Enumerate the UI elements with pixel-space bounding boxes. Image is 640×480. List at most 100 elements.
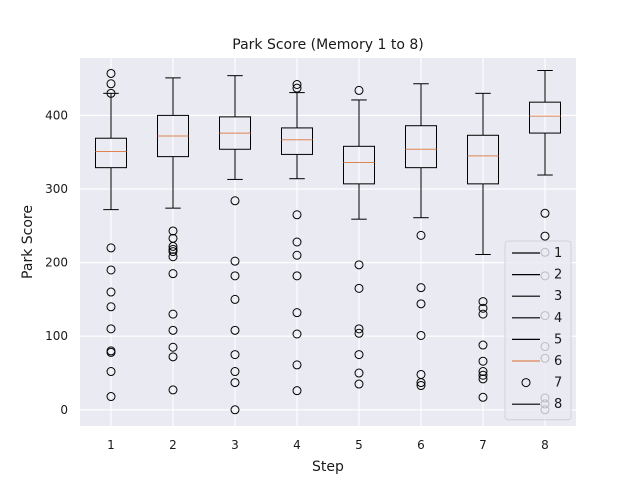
outlier-point xyxy=(230,294,240,304)
outlier-point xyxy=(478,367,488,377)
box-2 xyxy=(157,77,189,395)
legend-label: 4 xyxy=(554,311,562,326)
outlier-point xyxy=(106,287,116,297)
outlier-point xyxy=(230,367,240,377)
legend-entry-2: 2 xyxy=(512,268,562,283)
outlier-point xyxy=(106,79,116,89)
legend-label: 1 xyxy=(554,246,562,261)
outlier-point xyxy=(416,381,426,391)
legend-entry-7: 7 xyxy=(521,376,562,391)
outlier-point xyxy=(416,378,426,388)
outlier-point xyxy=(106,367,116,377)
outlier-point xyxy=(168,226,178,236)
outlier-point xyxy=(416,283,426,293)
outlier-point xyxy=(106,68,116,78)
x-tick-label: 5 xyxy=(355,438,363,452)
outlier-point xyxy=(292,360,302,370)
outlier-point xyxy=(354,368,364,378)
outlier-point xyxy=(106,265,116,275)
legend-label: 3 xyxy=(554,289,562,304)
outlier-point xyxy=(478,392,488,402)
boxes xyxy=(95,68,561,415)
outlier-point xyxy=(478,297,488,307)
y-tick-label: 400 xyxy=(45,108,68,122)
outlier-point xyxy=(168,252,178,262)
outlier-point xyxy=(416,230,426,240)
outlier-point xyxy=(168,342,178,352)
y-tick-label: 300 xyxy=(45,182,68,196)
outlier-point xyxy=(106,347,116,357)
outlier-point xyxy=(292,237,302,247)
chart-title: Park Score (Memory 1 to 8) xyxy=(232,37,423,53)
outlier-point xyxy=(168,325,178,335)
outlier-point xyxy=(540,208,550,218)
box-body xyxy=(95,137,127,169)
legend-label: 2 xyxy=(554,268,562,283)
outlier-point xyxy=(230,350,240,360)
x-tick-label: 4 xyxy=(293,438,301,452)
x-tick-label: 3 xyxy=(231,438,239,452)
legend-label: 7 xyxy=(554,376,562,391)
legend-entry-1: 1 xyxy=(512,246,562,261)
outlier-point xyxy=(292,329,302,339)
y-axis-label: Park Score xyxy=(20,205,36,279)
outlier-point xyxy=(168,269,178,279)
legend-marker xyxy=(521,378,531,388)
box-1 xyxy=(95,68,127,402)
outlier-point xyxy=(168,241,178,251)
outlier-point xyxy=(354,379,364,389)
outlier-point xyxy=(354,283,364,293)
box-6 xyxy=(405,83,437,391)
outlier-point xyxy=(168,385,178,395)
box-7 xyxy=(467,92,499,402)
outlier-point xyxy=(230,325,240,335)
x-tick-label: 1 xyxy=(107,438,115,452)
legend-entry-6: 6 xyxy=(512,354,562,369)
outlier-point xyxy=(354,324,364,334)
outlier-point xyxy=(292,308,302,318)
x-axis-label: Step xyxy=(312,459,344,475)
outlier-point xyxy=(478,340,488,350)
outlier-point xyxy=(106,243,116,253)
outlier-point xyxy=(168,247,178,257)
legend-label: 8 xyxy=(554,397,562,412)
legend: 1 2 3 4 5 6 7 8 xyxy=(504,240,572,421)
legend-label: 5 xyxy=(554,332,562,347)
outlier-point xyxy=(230,196,240,206)
box-4 xyxy=(281,79,313,396)
legend-entry-5: 5 xyxy=(512,332,562,347)
x-tick-label: 8 xyxy=(541,438,549,452)
outlier-point xyxy=(168,309,178,319)
y-tick-label: 100 xyxy=(45,329,68,343)
box-body xyxy=(281,127,313,155)
box-body xyxy=(529,101,561,134)
legend-entry-4: 4 xyxy=(512,311,562,326)
x-tick-label: 7 xyxy=(479,438,487,452)
tick-labels: 0 100 200 300 400 1 2 3 4 5 6 7 8 xyxy=(45,108,549,452)
outlier-point xyxy=(416,330,426,340)
y-tick-label: 200 xyxy=(45,256,68,270)
outlier-point xyxy=(168,352,178,362)
outlier-point xyxy=(230,271,240,281)
outlier-point xyxy=(478,309,488,319)
box-body xyxy=(467,134,499,185)
plot-area xyxy=(80,58,576,426)
outlier-point xyxy=(106,302,116,312)
legend-entry-3: 3 xyxy=(512,289,562,304)
outlier-point xyxy=(106,392,116,402)
outlier-point xyxy=(478,370,488,380)
box-5 xyxy=(343,85,375,389)
outlier-point xyxy=(478,356,488,366)
legend-label: 6 xyxy=(554,354,562,369)
outlier-point xyxy=(230,405,240,415)
outlier-point xyxy=(416,299,426,309)
x-tick-label: 6 xyxy=(417,438,425,452)
box-body xyxy=(405,125,437,169)
outlier-point xyxy=(106,324,116,334)
outlier-point xyxy=(292,386,302,396)
outlier-point xyxy=(292,250,302,260)
outlier-point xyxy=(230,256,240,266)
outlier-point xyxy=(230,378,240,388)
legend-frame xyxy=(504,240,572,421)
